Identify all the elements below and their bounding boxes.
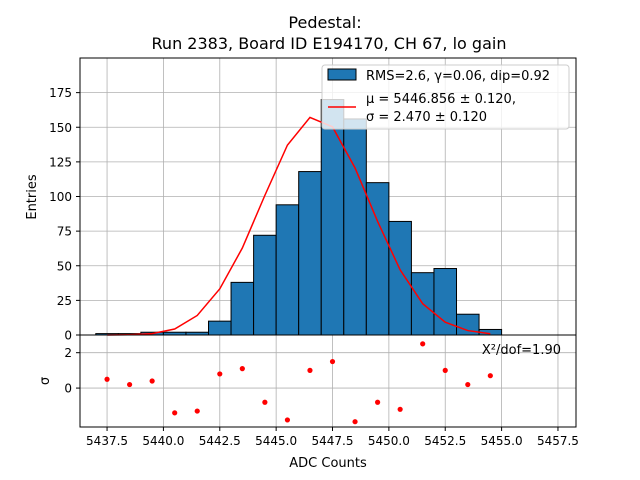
chi2-annotation: X²/dof=1.90: [482, 343, 561, 358]
chart-title-line2: Run 2383, Board ID E194170, CH 67, lo ga…: [152, 34, 507, 53]
residual-point: [397, 406, 403, 412]
y-tick-label: 175: [49, 86, 72, 100]
residual-axes-frame: [79, 334, 577, 428]
residual-point: [127, 381, 133, 388]
histogram-bar: [298, 171, 322, 336]
x-tick-label: 5455.0: [481, 434, 523, 448]
legend-hist-swatch: [327, 68, 357, 81]
histogram-bars: [95, 99, 503, 336]
residual-point: [239, 366, 245, 372]
residual-y-tick-label: 0: [64, 382, 72, 396]
residual-point: [217, 371, 223, 377]
y-tick-label: 75: [57, 225, 72, 239]
x-tick-label: 5450.0: [368, 434, 410, 448]
fit-curve: [107, 116, 491, 336]
legend-fit-label-line1: μ = 5446.856 ± 0.120,: [366, 92, 516, 107]
chart-title-line1: Pedestal:: [288, 13, 361, 32]
residual-point: [194, 408, 200, 414]
residual-point: [149, 378, 155, 384]
histogram-bar: [230, 281, 255, 336]
x-ticks: 5437.5 5440.0 5442.5 5445.0 5447.5 5450.0 5452…: [86, 427, 579, 448]
residual-y-axis-label: σ: [38, 377, 53, 385]
y-tick-label: 0: [64, 329, 72, 343]
residual-point: [262, 399, 268, 405]
y-axis-label: Entries: [25, 174, 40, 220]
main-y-ticks: 0 25 50 75 100 125 150 175: [49, 86, 80, 343]
residual-point: [465, 381, 471, 388]
residual-grid: [80, 335, 576, 427]
y-tick-label: 150: [49, 121, 72, 135]
histogram-bar: [343, 118, 367, 336]
residual-point: [420, 341, 426, 347]
legend-hist-label: RMS=2.6, γ=0.06, dip=0.92: [366, 69, 550, 84]
residual-point: [104, 376, 110, 382]
x-tick-label: 5440.0: [142, 434, 184, 448]
x-tick-label: 5445.0: [255, 434, 297, 448]
x-tick-label: 5452.5: [424, 434, 466, 448]
residual-point: [352, 419, 358, 425]
y-tick-label: 25: [57, 294, 72, 308]
histogram-bar: [208, 320, 232, 336]
x-tick-label: 5442.5: [199, 434, 241, 448]
histogram-bar: [320, 99, 345, 336]
residual-point: [487, 373, 493, 379]
y-tick-label: 100: [49, 190, 72, 204]
histogram-bar: [253, 234, 277, 336]
legend-fit-label-line2: σ = 2.470 ± 0.120: [366, 110, 487, 125]
x-axis-label: ADC Counts: [289, 456, 367, 471]
histogram-bar: [388, 220, 412, 336]
x-tick-label: 5437.5: [86, 434, 128, 448]
residual-point: [375, 399, 381, 405]
legend: RMS=2.6, γ=0.06, dip=0.92 μ = 5446.856 ±…: [321, 64, 570, 130]
residual-y-tick-label: 2: [64, 346, 72, 360]
x-tick-label: 5447.5: [312, 434, 354, 448]
residual-point: [284, 417, 291, 423]
residual-points: [104, 341, 493, 425]
legend-box: [321, 64, 570, 130]
residual-point: [172, 410, 178, 416]
residual-point: [329, 358, 336, 365]
residual-point: [442, 367, 448, 373]
residual-point: [307, 367, 313, 373]
residual-y-ticks: 20: [64, 346, 80, 396]
histogram-bar: [275, 204, 300, 336]
y-tick-label: 50: [57, 259, 72, 273]
y-tick-label: 125: [49, 155, 72, 169]
x-tick-label: 5457.5: [537, 434, 579, 448]
histogram-bar: [365, 182, 390, 336]
